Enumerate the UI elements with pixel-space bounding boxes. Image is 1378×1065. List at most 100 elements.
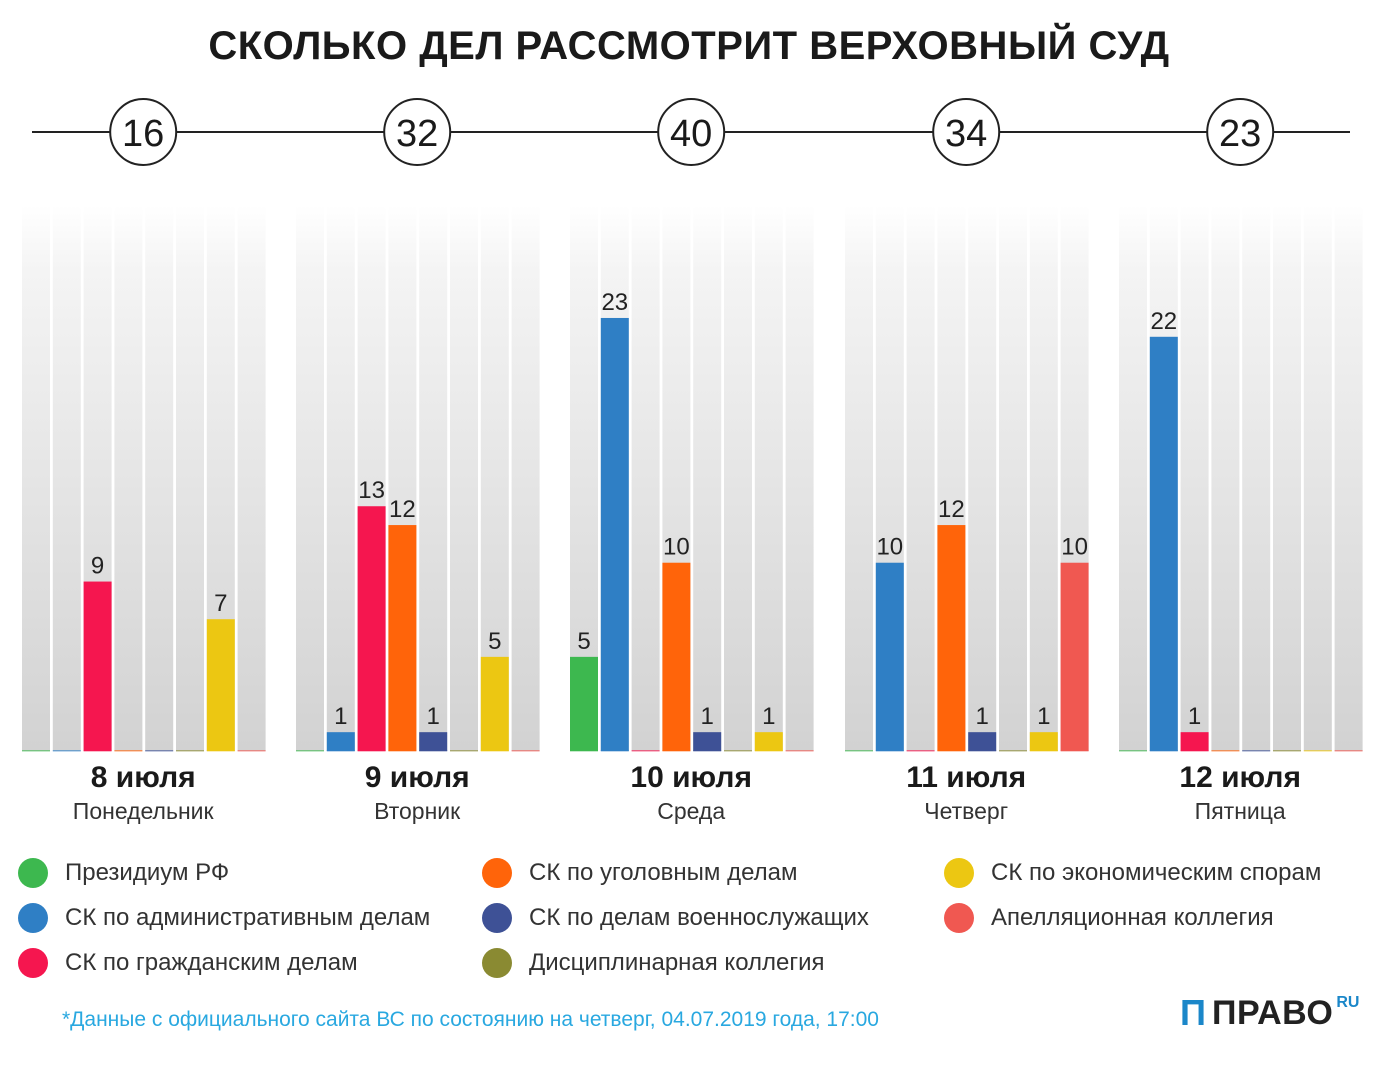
baseline-tick	[114, 750, 143, 752]
legend-label: Президиум РФ	[65, 859, 230, 886]
footnote: *Данные с официального сайта ВС по состо…	[62, 1008, 879, 1031]
legend-item: Дисциплинарная коллегия	[482, 948, 825, 978]
group-date-label: 8 июля	[91, 761, 196, 794]
bar-background	[237, 205, 266, 751]
totals: 16 32 40 34 23	[109, 98, 1275, 166]
bar-background	[845, 205, 873, 751]
group-day-label: Пятница	[1195, 798, 1286, 824]
legend-item: СК по экономическим спорам	[944, 858, 1321, 888]
bar-value-label: 10	[1061, 534, 1088, 561]
group-labels: 8 июля Понедельник 9 июля Вторник 10 июля Сре…	[73, 761, 1301, 824]
legend-swatch	[18, 903, 48, 933]
total-value: 32	[396, 113, 438, 155]
bar-value-label: 1	[427, 703, 440, 730]
group-date-label: 11 июля	[906, 761, 1026, 794]
bar-background	[906, 205, 935, 751]
legend-item: СК по уголовным делам	[482, 858, 798, 888]
logo-sup: RU	[1336, 994, 1360, 1011]
bar	[1029, 732, 1058, 751]
baseline-tick	[785, 750, 814, 752]
legend-swatch	[482, 948, 512, 978]
total-circle	[109, 98, 178, 166]
total-circle	[383, 98, 452, 166]
baseline-tick	[631, 750, 660, 752]
legend-item: СК по делам военнослужащих	[482, 903, 869, 933]
legend-swatch	[18, 858, 48, 888]
bar-background	[1119, 205, 1147, 751]
bar	[875, 562, 904, 751]
bar	[1180, 732, 1209, 751]
baseline-tick	[999, 750, 1027, 752]
bar	[1149, 336, 1178, 751]
bar-value-label: 5	[577, 628, 590, 655]
baseline-tick	[176, 750, 204, 752]
legend-label: СК по административным делам	[65, 904, 431, 931]
legend-label: Апелляционная коллегия	[991, 904, 1274, 931]
bar-background	[968, 205, 997, 751]
bar-background	[724, 205, 752, 751]
bars	[83, 317, 1209, 751]
baseline-tick	[511, 750, 540, 752]
bar-background	[22, 205, 50, 751]
bar	[754, 732, 783, 751]
total-value: 40	[670, 113, 712, 155]
bar-background	[419, 205, 448, 751]
legend-item: Президиум РФ	[18, 858, 229, 888]
bar	[357, 506, 386, 751]
baseline-tick	[1119, 750, 1147, 752]
baseline-tick	[1334, 750, 1363, 752]
bar-background	[1180, 205, 1209, 751]
legend-label: СК по уголовным делам	[529, 859, 798, 886]
bar-value-label: 12	[389, 496, 416, 523]
bar-value-label: 1	[976, 703, 989, 730]
bar	[83, 581, 112, 751]
baseline-tick	[1242, 750, 1271, 752]
bar	[326, 732, 355, 751]
total-circle	[657, 98, 726, 166]
total-value: 23	[1219, 113, 1261, 155]
group-date-label: 10 июля	[630, 761, 752, 794]
baseline-tick	[145, 750, 174, 752]
bar-background	[326, 205, 355, 751]
total-circle	[932, 98, 1001, 166]
bar	[600, 317, 629, 751]
legend-swatch	[944, 903, 974, 933]
bar	[388, 525, 417, 751]
baseline-tick	[845, 750, 873, 752]
baseline-tick	[906, 750, 935, 752]
bar-value-label: 5	[488, 628, 501, 655]
bar-value-label: 23	[601, 289, 628, 316]
total-circle	[1206, 98, 1275, 166]
bar	[480, 656, 509, 751]
bar-value-label: 13	[358, 477, 385, 504]
legend: Президиум РФ СК по административным дела…	[0, 850, 1378, 980]
bar	[937, 525, 966, 751]
bar-background	[754, 205, 783, 751]
bar-background	[631, 205, 660, 751]
bar	[662, 562, 691, 751]
total-value: 34	[945, 113, 987, 155]
bar-value-label: 10	[663, 534, 690, 561]
baseline-tick	[22, 750, 50, 752]
legend-swatch	[482, 858, 512, 888]
bar	[570, 656, 598, 751]
bar	[1060, 562, 1089, 751]
bar-background	[1029, 205, 1058, 751]
bar-value-label: 10	[876, 534, 903, 561]
legend-item: СК по административным делам	[18, 903, 430, 933]
baseline-tick	[1273, 750, 1301, 752]
bar	[968, 732, 997, 751]
legend-swatch	[944, 858, 974, 888]
bar-background	[52, 205, 81, 751]
group-date-label: 12 июля	[1179, 761, 1301, 794]
bar	[206, 619, 235, 751]
bar-background	[693, 205, 722, 751]
group-day-label: Среда	[657, 798, 725, 824]
bar-background	[999, 205, 1027, 751]
baseline-tick	[724, 750, 752, 752]
baseline-tick	[1211, 750, 1240, 752]
baseline-tick	[237, 750, 266, 752]
chart-title: СКОЛЬКО ДЕЛ РАССМОТРИТ ВЕРХОВНЫЙ СУД	[208, 24, 1170, 68]
